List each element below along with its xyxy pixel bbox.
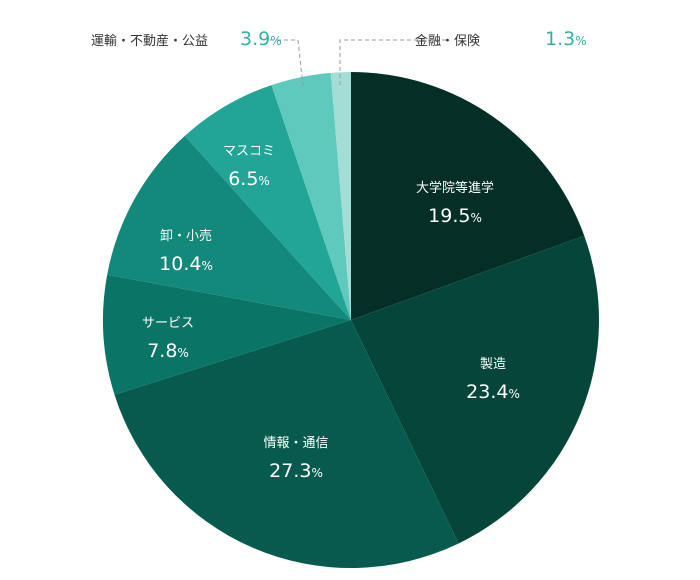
- slice-label: 金融・保険: [415, 33, 480, 49]
- slice-value: 7.8%: [147, 340, 189, 362]
- slice-label: 大学院等進学: [416, 180, 494, 196]
- slice-label: 情報・通信: [263, 436, 328, 451]
- pie-slice: [103, 274, 351, 395]
- slice-value: 10.4%: [159, 253, 213, 275]
- leader-line: [339, 39, 446, 86]
- pie-slice: [351, 72, 585, 320]
- slice-label: マスコミ: [223, 144, 275, 159]
- slice-value: 3.9%: [240, 28, 282, 50]
- pie-slice: [271, 72, 351, 320]
- slice-label: サービス: [142, 316, 194, 331]
- pie-slice: [114, 320, 459, 568]
- slice-value: 1.3%: [545, 28, 587, 50]
- slice-value: 19.5%: [428, 205, 482, 227]
- slice-label: 卸・小売: [160, 228, 212, 244]
- pie-slice: [107, 135, 351, 320]
- pie-slice: [330, 72, 351, 320]
- leader-line: [270, 39, 304, 87]
- pie-slices: [103, 72, 600, 568]
- pie-labels: 大学院等進学 19.5% 製造 23.4% 情報・通信 27.3% サービス 7.8% 卸・小売…: [91, 28, 587, 482]
- pie-slice: [184, 85, 351, 320]
- slice-value: 23.4%: [466, 381, 520, 403]
- slice-label: 運輸・不動産・公益: [91, 33, 208, 49]
- pie-slice: [351, 235, 600, 544]
- slice-value: 6.5%: [228, 168, 270, 190]
- slice-value: 27.3%: [269, 460, 323, 482]
- slice-label: 製造: [480, 357, 506, 372]
